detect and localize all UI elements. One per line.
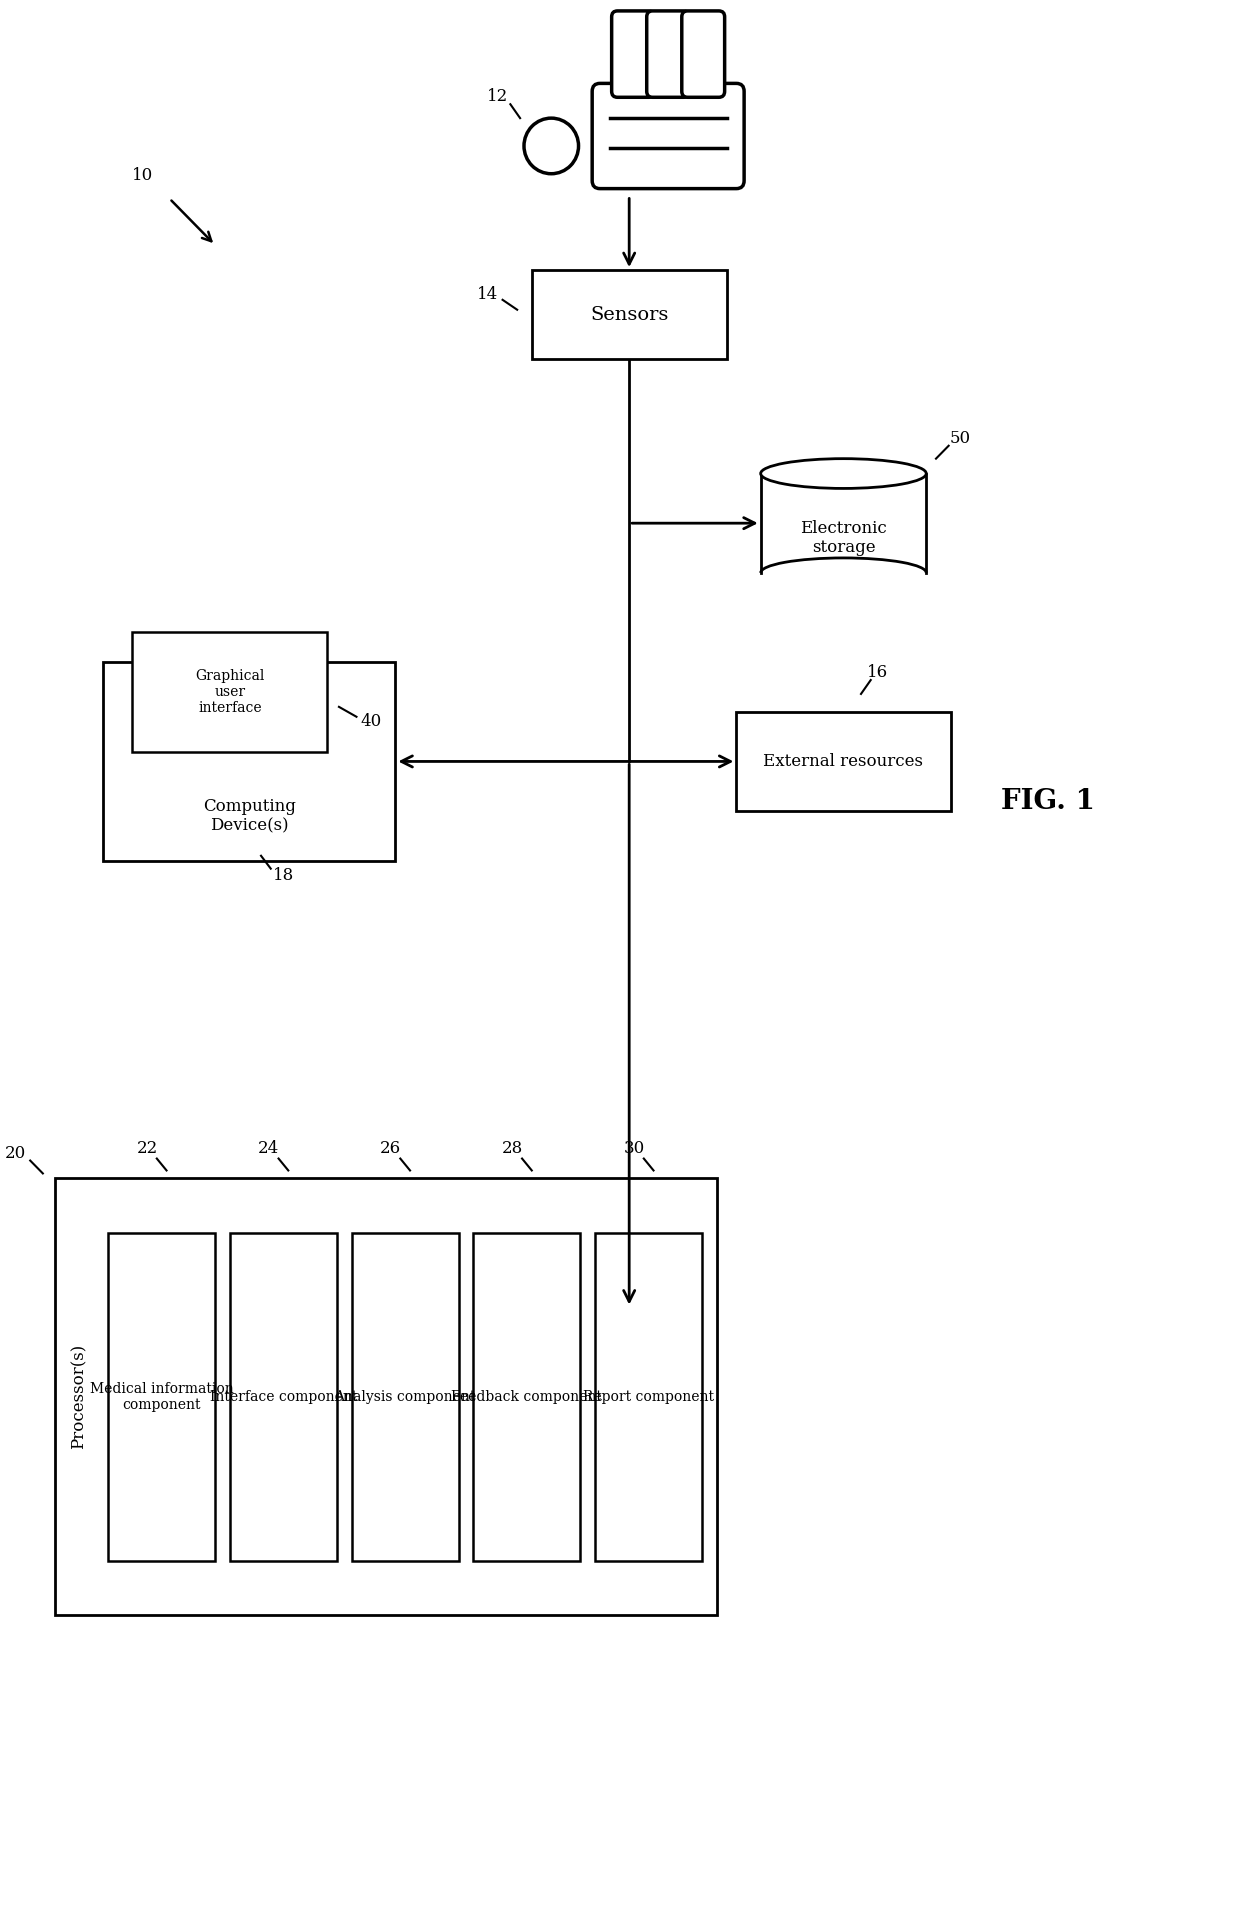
Text: Processor(s): Processor(s)	[71, 1343, 87, 1449]
Bar	[737, 712, 951, 812]
Text: 30: 30	[624, 1140, 645, 1157]
Text: External resources: External resources	[764, 752, 924, 770]
Bar	[474, 1234, 580, 1560]
Text: Interface component: Interface component	[210, 1389, 357, 1405]
Bar	[55, 1178, 717, 1616]
FancyBboxPatch shape	[682, 12, 724, 98]
Ellipse shape	[760, 459, 926, 489]
Bar	[229, 1234, 337, 1560]
Text: 16: 16	[867, 664, 888, 681]
Text: Feedback component: Feedback component	[451, 1389, 603, 1405]
FancyBboxPatch shape	[647, 12, 689, 98]
Bar	[760, 474, 926, 572]
FancyBboxPatch shape	[611, 12, 655, 98]
Text: 22: 22	[136, 1140, 157, 1157]
Text: Electronic
storage: Electronic storage	[800, 520, 887, 557]
Text: 12: 12	[487, 88, 508, 106]
Text: 10: 10	[131, 167, 153, 184]
Text: 20: 20	[5, 1146, 26, 1163]
Text: 50: 50	[950, 430, 971, 447]
Bar	[108, 1234, 216, 1560]
Text: 26: 26	[379, 1140, 401, 1157]
Text: 14: 14	[477, 286, 498, 303]
Text: Analysis component: Analysis component	[335, 1389, 476, 1405]
Text: 40: 40	[361, 714, 382, 731]
Text: 28: 28	[502, 1140, 523, 1157]
Text: Medical information
component: Medical information component	[89, 1382, 233, 1412]
Bar	[532, 271, 727, 359]
Text: Report component: Report component	[583, 1389, 714, 1405]
Text: Graphical
user
interface: Graphical user interface	[195, 668, 264, 716]
Text: 18: 18	[273, 867, 294, 885]
Text: FIG. 1: FIG. 1	[1001, 787, 1095, 816]
Text: Computing
Device(s): Computing Device(s)	[203, 798, 296, 835]
FancyBboxPatch shape	[593, 83, 744, 188]
Text: 24: 24	[258, 1140, 279, 1157]
Bar	[595, 1234, 702, 1560]
Text: Sensors: Sensors	[590, 305, 668, 324]
Bar	[133, 633, 327, 752]
Bar	[352, 1234, 459, 1560]
Bar	[103, 662, 396, 862]
